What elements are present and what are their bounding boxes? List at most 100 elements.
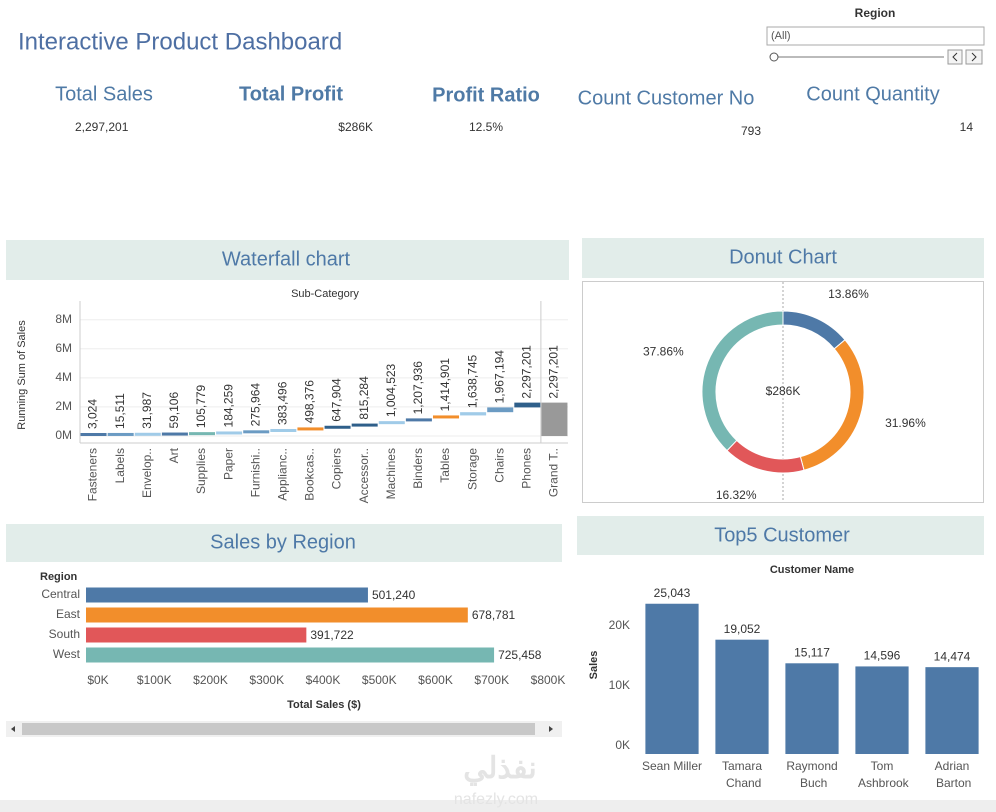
section-title: Top5 Customer (714, 524, 850, 546)
x-tick-label: Supplies (194, 448, 208, 494)
waterfall-bar (541, 402, 568, 436)
x-tick-label: $0K (87, 673, 108, 687)
value-label: 1,967,194 (492, 350, 506, 404)
x-tick-label: $100K (137, 673, 172, 687)
filter-value: (All) (771, 30, 791, 42)
x-tick-label: Applianc.. (276, 448, 290, 501)
section-header (6, 240, 569, 280)
bar (645, 603, 699, 754)
kpi-label: Count Customer No (578, 87, 755, 109)
x-tick-label: Fasteners (86, 448, 100, 501)
waterfall-bar (161, 432, 188, 436)
center-label: $286K (766, 384, 801, 398)
y-tick-label: 0M (55, 428, 72, 442)
y-tick-label: 0K (615, 738, 630, 752)
filter-slider-handle[interactable] (769, 52, 779, 62)
y-tick-label: 2M (55, 399, 72, 413)
x-tick-label: Machines (384, 448, 398, 499)
waterfall-bar (378, 421, 405, 425)
waterfall-bar (80, 433, 107, 436)
x-tick-label: Phones (520, 448, 534, 489)
x-tick-label: Envelop.. (140, 448, 154, 498)
value-label: 647,904 (330, 378, 344, 422)
section-title: Waterfall chart (222, 248, 351, 270)
kpi-value: $286K (338, 120, 373, 134)
bar (925, 667, 979, 754)
y-axis-title: Region (40, 571, 78, 583)
x-tick-label: Tables (438, 448, 452, 483)
value-label: 19,052 (724, 622, 761, 636)
waterfall-bar (243, 430, 270, 434)
x-tick-label: Tom Ashbrook (855, 759, 909, 790)
value-label: 501,240 (372, 588, 416, 602)
prev-icon (952, 52, 958, 62)
y-axis-title: Sales (588, 651, 600, 680)
x-tick-label: $700K (474, 673, 509, 687)
filter-prev-button[interactable] (947, 49, 963, 65)
x-axis-title: Customer Name (770, 564, 854, 576)
watermark-latin: nafezly.com (454, 791, 538, 808)
x-tick-label: Sean Miller (642, 759, 702, 773)
x-tick-label: Art (167, 447, 181, 463)
value-label: 105,779 (194, 384, 208, 428)
x-tick-label: Adrian Barton (933, 759, 972, 790)
waterfall-bar (134, 432, 161, 436)
value-label: 31,987 (140, 392, 154, 429)
kpi-value: 793 (741, 124, 761, 138)
x-tick-label: Labels (113, 448, 127, 483)
kpi-label: Total Profit (239, 83, 343, 105)
value-label: 383,496 (276, 381, 290, 425)
x-tick-label: Paper (221, 448, 235, 480)
x-axis-title: Total Sales ($) (287, 699, 361, 711)
waterfall-bar (216, 431, 243, 435)
kpi-label: Profit Ratio (432, 84, 540, 106)
section-header (6, 524, 562, 562)
value-label: 15,511 (113, 393, 127, 429)
x-tick-label: $300K (249, 673, 284, 687)
y-tick-label: 8M (55, 312, 72, 326)
value-label: 391,722 (310, 628, 354, 642)
x-tick-label: $800K (531, 673, 566, 687)
dashboard-title: Interactive Product Dashboard (18, 28, 342, 55)
scroll-left-icon[interactable] (11, 726, 15, 732)
value-label: 815,284 (357, 376, 371, 420)
x-tick-label: Bookcas.. (303, 448, 317, 501)
donut-slice (701, 310, 784, 452)
y-tick-label: Central (41, 587, 80, 601)
x-tick-label: Chairs (492, 448, 506, 483)
x-tick-label: $500K (362, 673, 397, 687)
y-tick-label: 6M (55, 341, 72, 355)
scrollbar-thumb[interactable] (22, 723, 535, 735)
value-label: 16.32% (716, 488, 757, 502)
value-label: 184,259 (221, 384, 235, 428)
filter-next-button[interactable] (965, 49, 983, 65)
bar (86, 647, 495, 663)
filter-label: Region (855, 6, 896, 20)
y-tick-label: 4M (55, 370, 72, 384)
y-tick-label: South (49, 627, 80, 641)
y-tick-label: East (56, 607, 81, 621)
value-label: 1,207,936 (411, 361, 425, 415)
bar (785, 663, 839, 754)
waterfall-bar (432, 415, 460, 419)
y-tick-label: 20K (609, 618, 630, 632)
x-tick-label: Binders (411, 448, 425, 489)
value-label: 14,474 (934, 649, 971, 663)
value-label: 3,024 (86, 399, 100, 429)
value-label: 275,964 (248, 383, 262, 427)
bar (86, 607, 468, 623)
watermark-arabic: نفذلي (463, 752, 536, 786)
value-label: 678,781 (472, 608, 516, 622)
x-axis-title: Sub-Category (291, 288, 359, 300)
kpi-value: 14 (960, 120, 974, 134)
scroll-right-icon[interactable] (549, 726, 553, 732)
value-label: 13.86% (828, 287, 869, 301)
filter-dropdown[interactable] (766, 26, 985, 46)
value-label: 14,596 (864, 649, 901, 663)
waterfall-bar (270, 428, 297, 432)
bar (86, 587, 368, 603)
value-label: 1,414,901 (438, 358, 452, 412)
value-label: 15,117 (794, 645, 830, 659)
value-label: 37.86% (643, 344, 684, 358)
x-tick-label: Raymond Buch (786, 759, 837, 790)
